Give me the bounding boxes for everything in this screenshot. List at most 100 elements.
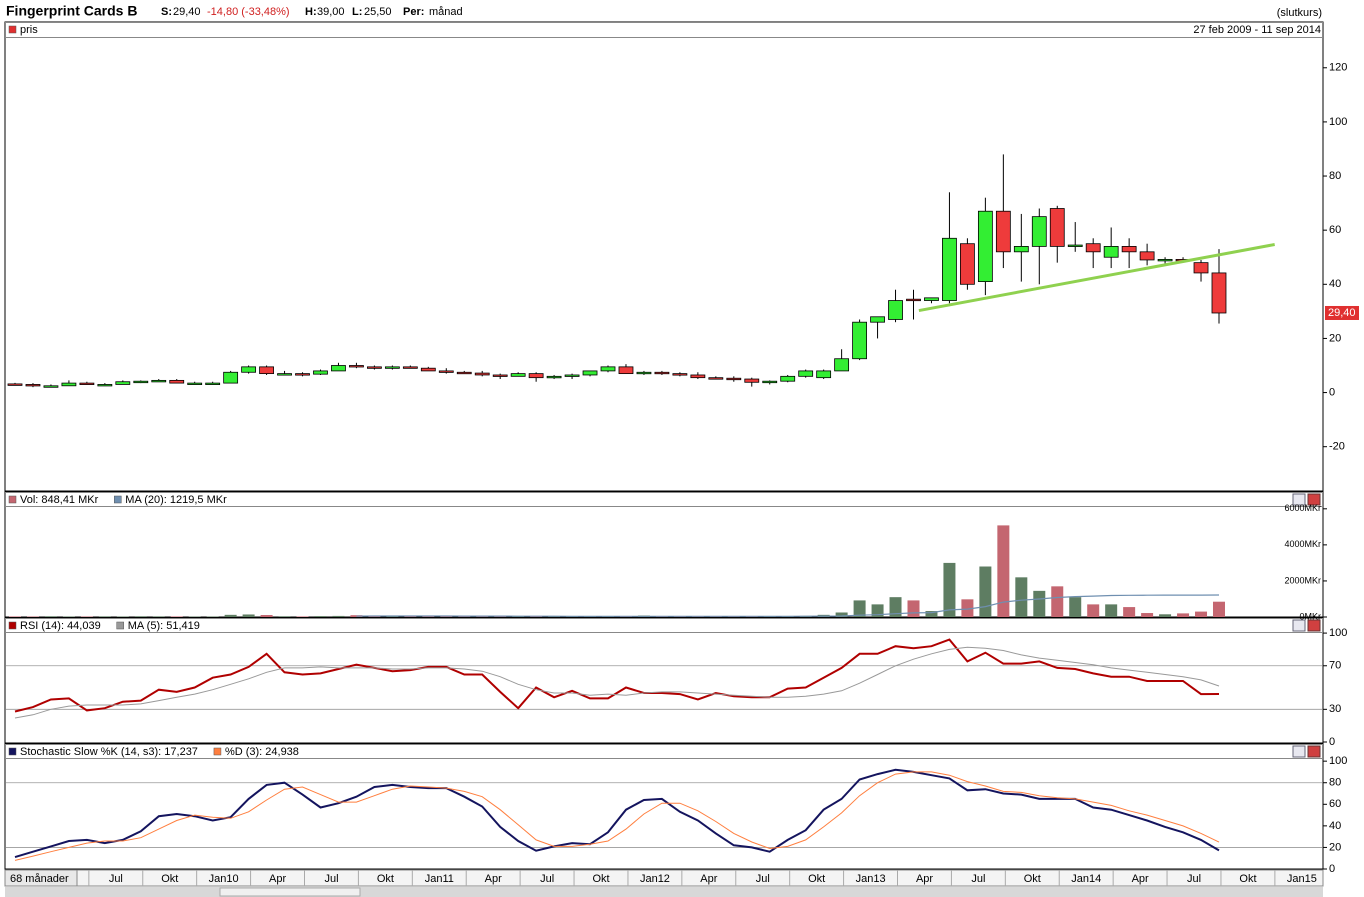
l-label: L: bbox=[352, 6, 362, 18]
candle-body bbox=[762, 380, 778, 384]
legend-strip bbox=[5, 22, 1323, 38]
candle-body bbox=[492, 374, 508, 377]
y-tick-label: 0 bbox=[1329, 736, 1335, 748]
volume-bar bbox=[1015, 577, 1028, 617]
y-tick-label: 80 bbox=[1329, 777, 1341, 789]
candle-body bbox=[852, 321, 867, 360]
x-tick-label: Okt bbox=[808, 873, 825, 885]
candle-body bbox=[1157, 258, 1173, 262]
series-line bbox=[14, 638, 1220, 713]
candle-body bbox=[474, 372, 490, 376]
volume-bar bbox=[9, 616, 21, 617]
candle-body bbox=[1013, 246, 1029, 253]
volume-bar bbox=[1195, 611, 1208, 617]
x-tick-label: Okt bbox=[377, 873, 394, 885]
series-line bbox=[14, 646, 1220, 719]
x-tick-label: Okt bbox=[1024, 873, 1041, 885]
candle-body bbox=[600, 366, 616, 372]
candle-body bbox=[151, 379, 167, 383]
volume-bar bbox=[278, 616, 291, 617]
candle-body bbox=[960, 243, 975, 285]
volume-bar bbox=[907, 600, 920, 617]
x-tick-label: Jul bbox=[1187, 873, 1201, 885]
y-tick-label: 20 bbox=[1329, 332, 1341, 344]
volume-bar bbox=[1159, 614, 1172, 617]
volume-bar bbox=[134, 616, 147, 617]
candle-body bbox=[259, 366, 274, 375]
candle-body bbox=[582, 370, 598, 376]
volume-bar bbox=[368, 616, 381, 617]
legend-strip bbox=[5, 618, 1323, 633]
legend-strip bbox=[5, 744, 1323, 759]
range-box[interactable] bbox=[4, 869, 78, 887]
y-tick-label: 100 bbox=[1329, 627, 1347, 639]
volume-bar bbox=[1141, 613, 1154, 617]
candle-body bbox=[438, 370, 454, 373]
candle-body bbox=[1031, 216, 1047, 247]
candle-body bbox=[744, 378, 760, 383]
x-tick-label: Jan12 bbox=[640, 873, 670, 885]
volume-bar bbox=[44, 616, 57, 617]
volume-bar bbox=[296, 616, 309, 617]
stock-title: Fingerprint Cards B bbox=[6, 3, 137, 19]
candle-body bbox=[1193, 262, 1209, 274]
candle-body bbox=[241, 366, 257, 373]
y-tick-label: 40 bbox=[1329, 278, 1341, 290]
per-value: månad bbox=[429, 6, 463, 18]
y-tick-label: 0MKr bbox=[1299, 611, 1321, 621]
candle-body bbox=[205, 382, 221, 385]
s-label: S: bbox=[161, 6, 172, 18]
volume-bar bbox=[961, 599, 974, 617]
volume-bar bbox=[1087, 604, 1100, 617]
candle-body bbox=[924, 297, 939, 301]
scroll-thumb[interactable] bbox=[219, 887, 361, 897]
change: -14,80 (-33,48%) bbox=[207, 6, 290, 18]
x-tick-label: Jan11 bbox=[425, 873, 454, 885]
candle-body bbox=[942, 237, 957, 301]
panel-icons[interactable] bbox=[1292, 493, 1321, 758]
volume-bar bbox=[332, 615, 345, 617]
candle-body bbox=[636, 371, 652, 375]
volume-bar bbox=[458, 616, 471, 617]
candle-body bbox=[1139, 251, 1155, 261]
candle-body bbox=[834, 358, 850, 372]
candle-body bbox=[1067, 244, 1083, 247]
y-tick-label: 60 bbox=[1329, 798, 1341, 810]
legend-label: MA (5): 51,419 bbox=[128, 620, 200, 632]
volume-bar bbox=[440, 616, 453, 617]
candle-body bbox=[223, 371, 239, 384]
candle-body bbox=[888, 300, 903, 320]
volume-bar bbox=[242, 614, 255, 617]
candle-body bbox=[654, 371, 670, 375]
y-tick-label: 60 bbox=[1329, 224, 1341, 236]
candle-body bbox=[690, 374, 706, 379]
candle-body bbox=[618, 366, 634, 375]
y-tick-label: 0 bbox=[1329, 386, 1335, 398]
candle-body bbox=[384, 366, 400, 369]
candle-body bbox=[1085, 243, 1101, 253]
legend-swatch bbox=[8, 621, 17, 630]
candle-body bbox=[7, 383, 23, 386]
volume-bar bbox=[1033, 590, 1046, 617]
x-tick-label: Apr bbox=[1132, 873, 1149, 885]
legend-label: RSI (14): 44,039 bbox=[20, 620, 101, 632]
volume-bar bbox=[206, 616, 219, 617]
volume-bar bbox=[1123, 607, 1136, 617]
mode: (slutkurs) bbox=[1277, 7, 1322, 19]
candle-body bbox=[456, 371, 472, 375]
legend-swatch bbox=[116, 621, 124, 630]
date-range: 27 feb 2009 - 11 sep 2014 bbox=[1193, 24, 1321, 36]
candle-body bbox=[726, 377, 742, 381]
x-tick-label: Apr bbox=[700, 873, 717, 885]
volume-bar bbox=[979, 566, 992, 617]
candle-body bbox=[870, 316, 885, 323]
x-tick-label: Jul bbox=[971, 873, 985, 885]
last-price-box bbox=[1325, 305, 1359, 320]
candle-body bbox=[43, 385, 59, 388]
x-tick-label: Jul bbox=[324, 873, 338, 885]
volume-bar bbox=[404, 616, 417, 617]
volume-bar bbox=[997, 525, 1010, 617]
scrollbar[interactable] bbox=[5, 887, 1323, 897]
candle-body bbox=[816, 370, 832, 379]
